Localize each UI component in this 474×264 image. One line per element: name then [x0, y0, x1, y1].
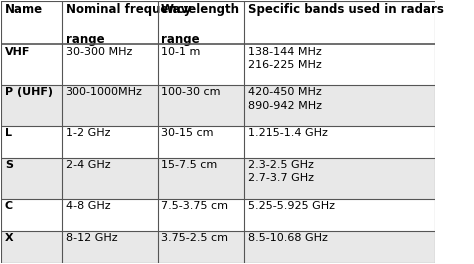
Text: 8-12 GHz: 8-12 GHz [65, 233, 117, 243]
Text: S: S [5, 160, 13, 170]
Bar [1, 231, 436, 263]
Text: 3.75-2.5 cm: 3.75-2.5 cm [161, 233, 228, 243]
Text: 10-1 m: 10-1 m [161, 46, 201, 56]
Text: X: X [5, 233, 13, 243]
Text: C: C [5, 201, 13, 211]
Text: 15-7.5 cm: 15-7.5 cm [161, 160, 218, 170]
Text: 1.215-1.4 GHz: 1.215-1.4 GHz [248, 128, 328, 138]
Text: Name: Name [5, 3, 43, 16]
Bar [1, 1, 436, 45]
Bar [1, 158, 436, 199]
Text: VHF: VHF [5, 46, 30, 56]
Text: 5.25-5.925 GHz: 5.25-5.925 GHz [248, 201, 335, 211]
Bar [1, 85, 436, 126]
Text: P (UHF): P (UHF) [5, 87, 53, 97]
Bar [1, 199, 436, 231]
Text: 138-144 MHz
216-225 MHz: 138-144 MHz 216-225 MHz [248, 46, 322, 70]
Bar [1, 126, 436, 158]
Text: L: L [5, 128, 12, 138]
Text: 7.5-3.75 cm: 7.5-3.75 cm [161, 201, 228, 211]
Bar [1, 45, 436, 85]
Text: Nominal frequency

range: Nominal frequency range [65, 3, 191, 46]
Text: 30-300 MHz: 30-300 MHz [65, 46, 132, 56]
Text: 100-30 cm: 100-30 cm [161, 87, 220, 97]
Text: 4-8 GHz: 4-8 GHz [65, 201, 110, 211]
Text: 300-1000MHz: 300-1000MHz [65, 87, 143, 97]
Text: 8.5-10.68 GHz: 8.5-10.68 GHz [248, 233, 328, 243]
Text: Wavelength

range: Wavelength range [161, 3, 240, 46]
Text: 2-4 GHz: 2-4 GHz [65, 160, 110, 170]
Text: 2.3-2.5 GHz
2.7-3.7 GHz: 2.3-2.5 GHz 2.7-3.7 GHz [248, 160, 314, 183]
Text: Specific bands used in radars: Specific bands used in radars [248, 3, 444, 16]
Text: 30-15 cm: 30-15 cm [161, 128, 214, 138]
Text: 420-450 MHz
890-942 MHz: 420-450 MHz 890-942 MHz [248, 87, 322, 111]
Text: 1-2 GHz: 1-2 GHz [65, 128, 110, 138]
